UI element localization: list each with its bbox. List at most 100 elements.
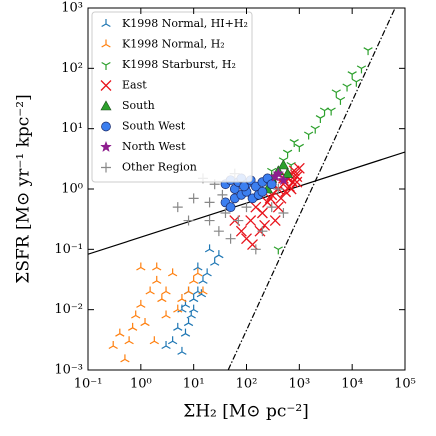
legend-item: K1998 Normal, H₂ bbox=[101, 38, 225, 51]
point bbox=[294, 143, 304, 152]
x-tick-label: 10⁴ bbox=[341, 377, 363, 392]
legend-label: East bbox=[122, 79, 147, 92]
point bbox=[256, 207, 268, 219]
legend-marker bbox=[101, 39, 111, 48]
point bbox=[204, 215, 215, 226]
y-axis-label: ΣSFR [M⊙ yr⁻¹ kpc⁻²] bbox=[14, 94, 34, 283]
point bbox=[177, 294, 187, 303]
reference-line bbox=[227, 8, 396, 370]
point bbox=[145, 286, 155, 295]
point bbox=[269, 215, 281, 227]
point bbox=[193, 262, 203, 271]
point bbox=[183, 286, 194, 295]
point bbox=[363, 47, 373, 56]
point bbox=[266, 202, 277, 213]
point bbox=[140, 318, 150, 327]
point bbox=[101, 121, 111, 132]
y-tick-label: 10⁻¹ bbox=[54, 242, 83, 257]
point bbox=[331, 89, 341, 98]
point bbox=[204, 197, 215, 208]
y-tick-label: 10⁻² bbox=[54, 302, 83, 317]
x-tick-label: 10⁰ bbox=[130, 377, 152, 392]
point bbox=[213, 226, 224, 237]
point bbox=[326, 107, 336, 116]
legend-item: South bbox=[100, 99, 155, 112]
point bbox=[282, 149, 293, 158]
point bbox=[257, 186, 268, 197]
legend-label: North West bbox=[122, 140, 186, 153]
point bbox=[180, 328, 191, 337]
legend-marker bbox=[100, 80, 112, 91]
point bbox=[347, 71, 357, 80]
point bbox=[177, 346, 187, 355]
point bbox=[161, 286, 171, 295]
x-tick-label: 10² bbox=[236, 377, 258, 392]
point bbox=[161, 340, 171, 350]
point bbox=[225, 202, 236, 213]
legend-item: North West bbox=[100, 140, 186, 153]
point bbox=[167, 336, 178, 345]
point bbox=[183, 215, 194, 226]
point bbox=[272, 201, 284, 213]
point bbox=[250, 244, 261, 255]
x-tick-label: 10³ bbox=[288, 377, 310, 392]
legend-label: South bbox=[122, 99, 155, 112]
point bbox=[167, 268, 178, 277]
point bbox=[293, 162, 305, 174]
point bbox=[136, 262, 146, 271]
legend-label: South West bbox=[122, 120, 186, 133]
point bbox=[335, 96, 346, 105]
point bbox=[198, 275, 208, 284]
legend-marker bbox=[101, 61, 111, 70]
point bbox=[315, 115, 326, 124]
legend-marker bbox=[101, 162, 111, 173]
point bbox=[285, 183, 297, 195]
point bbox=[217, 189, 228, 200]
legend-box bbox=[91, 11, 253, 183]
point bbox=[189, 294, 199, 303]
point bbox=[202, 268, 212, 277]
legend-marker bbox=[101, 19, 111, 28]
point bbox=[310, 125, 320, 134]
point bbox=[193, 268, 203, 277]
legend-label: K1998 Starburst, H₂ bbox=[122, 58, 236, 71]
legend-label: K1998 Normal, HI+H₂ bbox=[122, 17, 248, 30]
point bbox=[273, 246, 283, 255]
point bbox=[277, 159, 289, 170]
point bbox=[120, 354, 130, 363]
point bbox=[172, 202, 183, 213]
point bbox=[189, 275, 199, 284]
legend-item: South West bbox=[101, 120, 186, 133]
point bbox=[259, 219, 271, 231]
y-tick-label: 10³ bbox=[61, 1, 83, 16]
point bbox=[204, 244, 215, 253]
point bbox=[131, 310, 141, 319]
point bbox=[173, 322, 183, 331]
y-tick-label: 10¹ bbox=[61, 121, 83, 136]
point bbox=[161, 310, 171, 319]
x-tick-label: 10¹ bbox=[183, 377, 205, 392]
plot-area bbox=[88, 8, 405, 370]
point bbox=[273, 184, 284, 194]
point bbox=[269, 170, 282, 182]
point bbox=[291, 176, 303, 188]
legend-item: East bbox=[100, 79, 147, 92]
point bbox=[210, 257, 220, 266]
legend-label: Other Region bbox=[122, 161, 197, 174]
point bbox=[241, 202, 252, 213]
y-tick-label: 10⁻³ bbox=[54, 363, 83, 378]
legend-label: K1998 Normal, H₂ bbox=[122, 38, 225, 51]
x-tick-label: 10⁻¹ bbox=[74, 377, 103, 392]
point bbox=[233, 215, 244, 226]
point bbox=[108, 340, 118, 350]
point bbox=[149, 336, 159, 345]
point bbox=[290, 169, 302, 181]
point bbox=[351, 78, 361, 87]
legend-item: K1998 Starburst, H₂ bbox=[101, 58, 236, 71]
legend-item: Other Region bbox=[101, 161, 197, 174]
point bbox=[128, 322, 138, 331]
point bbox=[239, 181, 249, 192]
point bbox=[342, 83, 352, 92]
point bbox=[225, 233, 236, 244]
